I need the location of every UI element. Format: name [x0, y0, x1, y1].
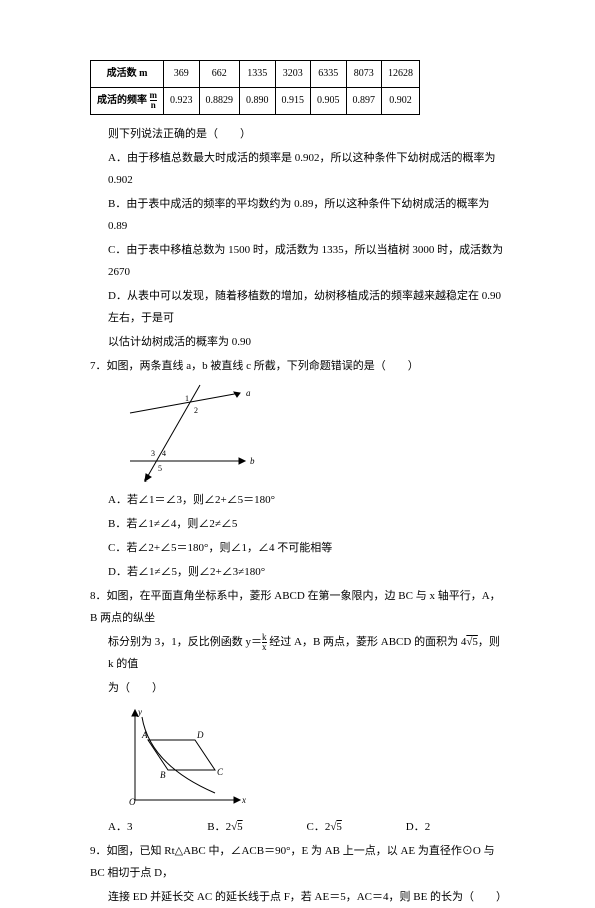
q8-stem-l3: 为（ ） — [108, 677, 505, 699]
data-table: 成活数 m 369 662 1335 3203 6335 8073 12628 … — [90, 60, 420, 115]
svg-text:c: c — [144, 474, 148, 483]
sqrt: √5 — [231, 821, 243, 833]
q8-opt-c: C．2√5 — [307, 816, 406, 838]
cell: 0.890 — [240, 88, 276, 115]
q7-stem: 7．如图，两条直线 a，b 被直线 c 所截，下列命题错误的是（ ） — [90, 355, 505, 377]
cell: 6335 — [311, 61, 347, 88]
q8-stem-l2: 标分别为 3，1，反比例函数 y＝kx 经过 A，B 两点，菱形 ABCD 的面… — [108, 631, 505, 675]
cell: 0.915 — [275, 88, 311, 115]
q6-opt-c: C．由于表中移植总数为 1500 时，成活数为 1335，所以当植树 3000 … — [108, 239, 505, 283]
q6-opt-d-line2: 以估计幼树成活的概率为 0.90 — [108, 331, 505, 353]
q6-opt-d-line1: D．从表中可以发现，随着移植数的增加，幼树移植成活的频率越来越稳定在 0.90 … — [108, 285, 505, 329]
svg-text:a: a — [246, 388, 251, 398]
q8-options: A．3 B．2√5 C．2√5 D．2 — [108, 816, 505, 838]
q8-opt-a: A．3 — [108, 816, 207, 838]
svg-text:O: O — [129, 797, 136, 807]
q9-stem-l1: 9．如图，已知 Rt△ABC 中，∠ACB＝90°，E 为 AB 上一点，以 A… — [90, 840, 505, 884]
svg-text:C: C — [217, 767, 224, 777]
q7-opt-b: B．若∠1≠∠4，则∠2≠∠5 — [108, 513, 505, 535]
cell: 0.923 — [164, 88, 200, 115]
q9-stem-l2: 连接 ED 并延长交 AC 的延长线于点 F，若 AE＝5，AC＝4，则 BE … — [108, 886, 505, 908]
q8-opt-b: B．2√5 — [207, 816, 306, 838]
svg-text:4: 4 — [162, 449, 166, 458]
svg-text:y: y — [137, 707, 142, 717]
cell: 0.8829 — [199, 88, 240, 115]
fraction-mn: m n — [150, 91, 158, 110]
q6-lead: 则下列说法正确的是（ ） — [108, 123, 505, 145]
svg-text:5: 5 — [158, 464, 162, 473]
svg-text:1: 1 — [185, 394, 189, 403]
sqrt: √5 — [330, 821, 342, 833]
table-row: 成活数 m 369 662 1335 3203 6335 8073 12628 — [91, 61, 420, 88]
q8-figure: O x y A D C B — [120, 705, 505, 810]
q8-stem-l1: 8．如图，在平面直角坐标系中，菱形 ABCD 在第一象限内，边 BC 与 x 轴… — [90, 585, 505, 629]
q6-opt-a: A．由于移植总数最大时成活的频率是 0.902，所以这种条件下幼树成活的概率为 … — [108, 147, 505, 191]
row2-label: 成活的频率 m n — [91, 88, 164, 115]
q7-opt-c: C．若∠2+∠5＝180°，则∠1，∠4 不可能相等 — [108, 537, 505, 559]
q7-figure: a b c 1 2 3 4 5 — [120, 383, 505, 483]
svg-text:x: x — [241, 795, 246, 805]
cell: 0.905 — [311, 88, 347, 115]
cell: 8073 — [346, 61, 382, 88]
q7-opt-a: A．若∠1＝∠3，则∠2+∠5＝180° — [108, 489, 505, 511]
cell: 3203 — [275, 61, 311, 88]
svg-text:D: D — [196, 730, 204, 740]
cell: 369 — [164, 61, 200, 88]
cell: 662 — [199, 61, 240, 88]
sqrt: √5 — [466, 636, 478, 648]
svg-text:b: b — [250, 456, 255, 466]
svg-text:B: B — [160, 770, 166, 780]
svg-text:A: A — [141, 730, 148, 740]
cell: 1335 — [240, 61, 276, 88]
q6-opt-b: B．由于表中成活的频率的平均数约为 0.89，所以这种条件下幼树成活的概率为 0… — [108, 193, 505, 237]
q7-opt-d: D．若∠1≠∠5，则∠2+∠3≠180° — [108, 561, 505, 583]
cell: 12628 — [382, 61, 420, 88]
cell: 0.902 — [382, 88, 420, 115]
cell: 0.897 — [346, 88, 382, 115]
table-row: 成活的频率 m n 0.923 0.8829 0.890 0.915 0.905… — [91, 88, 420, 115]
row1-label: 成活数 m — [91, 61, 164, 88]
svg-text:3: 3 — [151, 449, 155, 458]
svg-text:2: 2 — [194, 406, 198, 415]
q8-opt-d: D．2 — [406, 816, 505, 838]
